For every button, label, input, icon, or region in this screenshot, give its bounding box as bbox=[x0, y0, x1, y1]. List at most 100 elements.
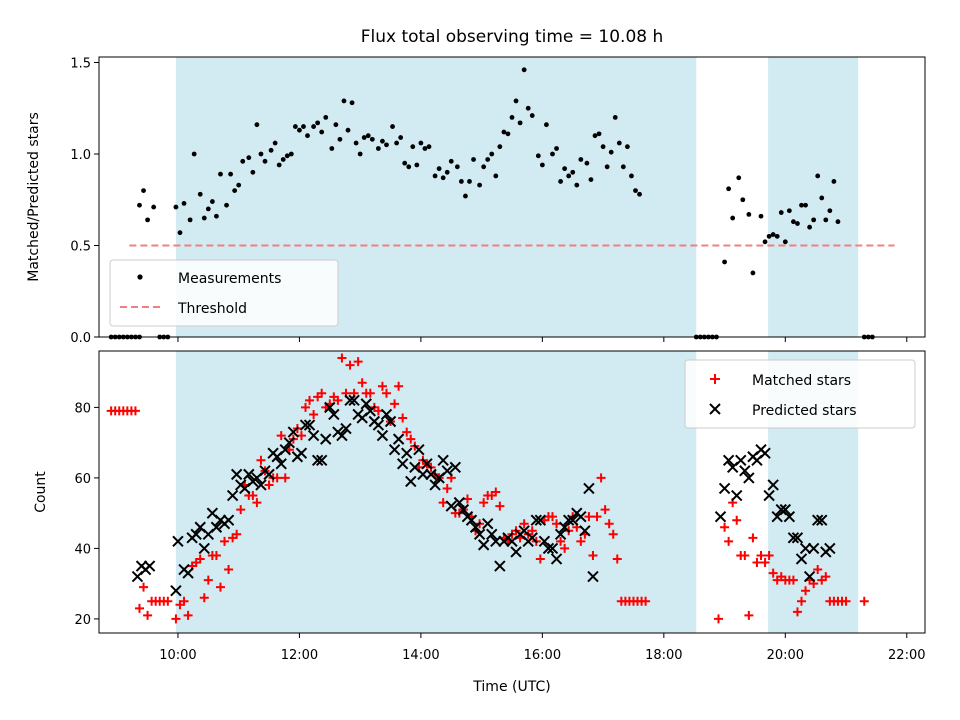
measurement-point bbox=[209, 199, 215, 204]
predicted-point bbox=[486, 528, 498, 541]
predicted-point bbox=[799, 542, 812, 555]
measurement-point bbox=[803, 202, 808, 208]
count-panel: 20 40 60 80 10:00 12:00 14:00 16:00 18:00 20:00 22… bbox=[33, 350, 926, 695]
matched-point bbox=[143, 610, 153, 620]
series-predicted-stars bbox=[131, 394, 836, 597]
measurement-point bbox=[426, 144, 432, 150]
measurement-point bbox=[410, 144, 416, 150]
matched-point bbox=[381, 388, 391, 398]
measurement-point bbox=[791, 219, 796, 225]
measurement-point bbox=[236, 182, 242, 188]
predicted-point bbox=[336, 429, 348, 442]
measurement-point bbox=[521, 67, 527, 73]
measurement-point bbox=[228, 171, 233, 177]
plot-frame bbox=[98, 56, 926, 338]
predicted-point bbox=[143, 560, 156, 572]
matched-point bbox=[252, 498, 262, 508]
y-axis-label: Matched/Predicted stars bbox=[26, 112, 42, 282]
matched-point bbox=[256, 455, 266, 465]
matched-point bbox=[276, 431, 286, 441]
matched-point bbox=[301, 402, 310, 412]
predicted-point bbox=[534, 514, 547, 526]
matched-point bbox=[495, 501, 505, 511]
predicted-point bbox=[303, 419, 316, 431]
measurement-point bbox=[501, 129, 507, 135]
measurement-point bbox=[819, 195, 825, 201]
measurement-point bbox=[604, 164, 610, 170]
measurement-point bbox=[224, 202, 229, 208]
predicted-point bbox=[783, 510, 796, 523]
predicted-point bbox=[283, 436, 296, 449]
measurement-point bbox=[201, 215, 207, 221]
measurement-point bbox=[365, 133, 371, 139]
measurement-point bbox=[746, 211, 752, 217]
predicted-point bbox=[392, 433, 405, 445]
predicted-point bbox=[170, 584, 182, 597]
predicted-point bbox=[230, 468, 243, 481]
matched-point bbox=[752, 558, 762, 567]
predicted-point bbox=[243, 468, 255, 481]
predicted-point bbox=[743, 472, 755, 484]
predicted-point bbox=[449, 461, 462, 474]
measurement-point bbox=[558, 179, 563, 184]
matched-point bbox=[748, 533, 758, 543]
measurement-point bbox=[357, 151, 363, 157]
measurement-point bbox=[240, 158, 246, 164]
predicted-point bbox=[494, 560, 506, 572]
matched-point bbox=[714, 614, 723, 624]
measurement-point bbox=[835, 219, 841, 225]
legend: Measurements Threshold bbox=[109, 259, 339, 327]
measurement-point bbox=[535, 153, 541, 159]
measurement-point bbox=[297, 127, 302, 133]
matched-point bbox=[248, 491, 258, 501]
matched-point bbox=[183, 610, 193, 620]
predicted-point bbox=[803, 570, 816, 583]
x-axis-label: Time (UTC) bbox=[472, 679, 550, 695]
predicted-point bbox=[324, 401, 336, 414]
matched-point bbox=[365, 388, 375, 398]
ratio-panel: 0.0 0.5 1.0 1.5 Matched/Predicted stars Measu… bbox=[26, 56, 926, 346]
matched-point bbox=[264, 480, 274, 490]
y-tick-label: 0.0 bbox=[70, 331, 91, 346]
measurement-point bbox=[467, 179, 472, 184]
measurement-point bbox=[722, 259, 727, 265]
measurement-point bbox=[151, 204, 157, 210]
x-tick-label: 20:00 bbox=[767, 648, 804, 663]
predicted-point bbox=[739, 465, 751, 477]
predicted-point bbox=[759, 447, 771, 459]
matched-point bbox=[612, 554, 622, 564]
matched-point bbox=[317, 388, 327, 398]
measurement-point bbox=[191, 151, 197, 157]
matched-point bbox=[588, 550, 598, 560]
measurement-point bbox=[440, 175, 446, 181]
predicted-point bbox=[469, 521, 482, 533]
predicted-point bbox=[401, 447, 413, 459]
measurement-point bbox=[566, 173, 572, 179]
x-tick-label: 16:00 bbox=[524, 648, 561, 663]
predicted-point bbox=[473, 528, 486, 541]
matched-point bbox=[345, 360, 355, 370]
matched-point bbox=[600, 505, 610, 515]
matched-point bbox=[353, 357, 363, 367]
predicted-point bbox=[384, 415, 397, 428]
measurement-point bbox=[726, 186, 732, 192]
measurement-point bbox=[544, 122, 549, 128]
measurement-point bbox=[418, 140, 424, 146]
measurement-point bbox=[807, 224, 813, 230]
shaded-interval-2 bbox=[768, 57, 859, 337]
y-tick-label: 40 bbox=[74, 542, 91, 557]
measurement-point bbox=[444, 169, 450, 175]
series-measurements bbox=[108, 67, 875, 340]
predicted-point bbox=[477, 539, 490, 551]
predicted-point bbox=[328, 408, 340, 421]
matched-point bbox=[462, 494, 472, 504]
predicted-point bbox=[437, 454, 449, 466]
matched-point bbox=[744, 610, 754, 620]
measurement-point bbox=[436, 166, 442, 172]
predicted-point bbox=[198, 542, 210, 555]
matched-point bbox=[134, 603, 144, 613]
matched-point bbox=[519, 519, 529, 529]
measurement-point bbox=[218, 171, 223, 177]
matched-point bbox=[756, 550, 766, 560]
predicted-point bbox=[222, 514, 235, 526]
